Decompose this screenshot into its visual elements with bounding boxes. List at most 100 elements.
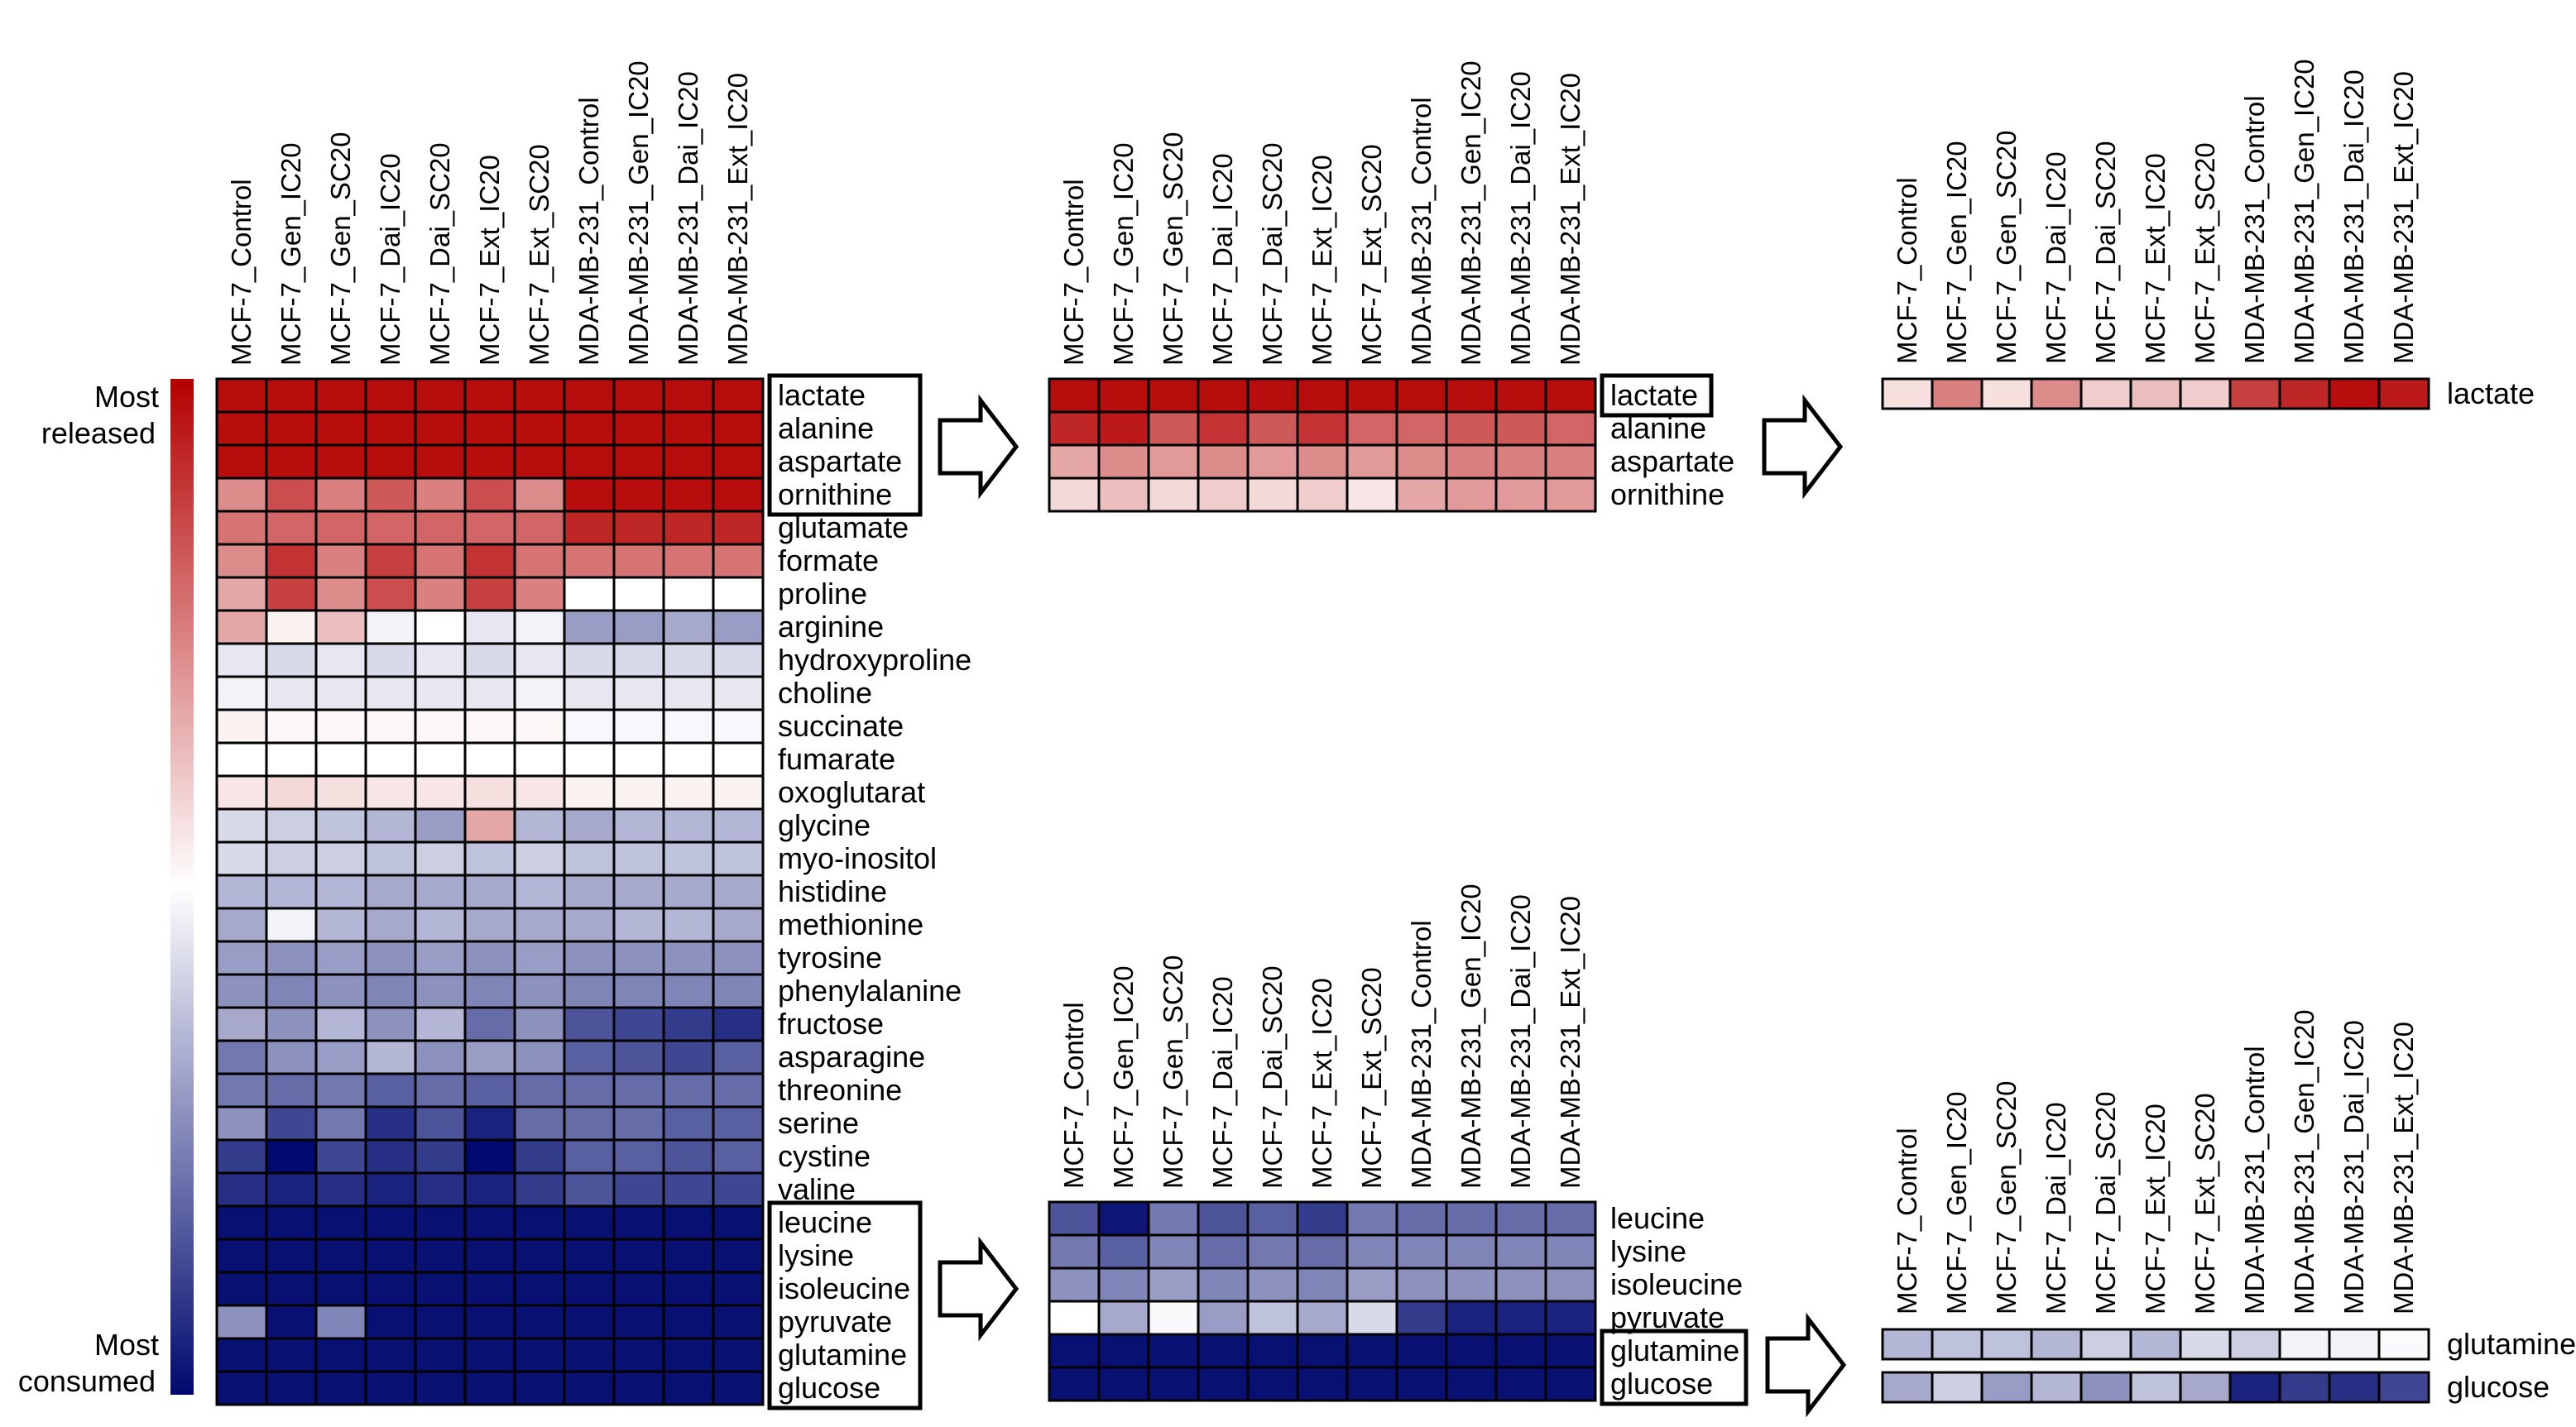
heatmap-cell — [1494, 1366, 1547, 1402]
row-label: aspartate — [1610, 444, 1734, 478]
column-label: MCF-7_Control — [1058, 1002, 1089, 1189]
row-label: arginine — [778, 610, 884, 644]
heatmap-cell — [414, 774, 467, 811]
heatmap-cell — [314, 609, 367, 645]
legend-color-bar — [170, 379, 194, 1395]
heatmap-cell — [414, 476, 467, 513]
row-label: pyruvate — [778, 1305, 892, 1338]
heatmap-cell — [1445, 1233, 1498, 1270]
heatmap-cell — [414, 576, 467, 612]
column-label: MCF-7_Gen_SC20 — [1158, 132, 1188, 366]
heatmap-cell — [1445, 1267, 1498, 1303]
heatmap-cell — [265, 609, 318, 645]
row-label: pyruvate — [1610, 1300, 1725, 1334]
row-label: formate — [778, 544, 879, 577]
heatmap-cell — [1197, 1267, 1250, 1303]
heatmap-cell — [314, 940, 367, 976]
heatmap-cell — [513, 1337, 566, 1373]
heatmap-cell — [215, 874, 268, 910]
heatmap-cell — [563, 543, 616, 579]
heatmap-cell — [265, 443, 318, 480]
heatmap-cell — [1445, 1300, 1498, 1336]
heatmap-cell — [1395, 476, 1448, 513]
row-label: lactate — [2447, 376, 2535, 410]
heatmap-cell — [612, 708, 665, 745]
row-label: glycine — [778, 808, 871, 842]
heatmap-cell — [612, 874, 665, 910]
column-label: MDA-MB-231_Ext_IC20 — [1555, 73, 1585, 366]
heatmap-cell — [662, 940, 715, 976]
column-label: MCF-7_Gen_IC20 — [1941, 141, 1972, 364]
heatmap-cell — [513, 675, 566, 711]
heatmap-cell — [2030, 1328, 2083, 1361]
heatmap-cell — [2179, 1328, 2232, 1361]
heatmap-cell — [463, 1105, 516, 1142]
heatmap-cell — [265, 807, 318, 844]
heatmap-cell — [215, 1238, 268, 1274]
heatmap-cell — [513, 1370, 566, 1406]
heatmap-cell — [1048, 410, 1101, 447]
heatmap-cell — [364, 741, 417, 778]
heatmap-cell — [513, 609, 566, 645]
heatmap-cell — [1346, 476, 1398, 513]
column-label: MCF-7_Dai_SC20 — [425, 142, 455, 366]
heatmap-cell — [463, 1006, 516, 1042]
heatmap-cell — [513, 708, 566, 745]
heatmap-cell — [612, 1006, 665, 1042]
heatmap-cell — [513, 807, 566, 844]
heatmap-cell — [612, 1337, 665, 1373]
heatmap-cell — [612, 741, 665, 778]
heatmap-cell — [1346, 410, 1398, 447]
heatmap-cell — [712, 940, 765, 976]
heatmap-cell — [2080, 1371, 2132, 1404]
heatmap-cell — [414, 443, 467, 480]
heatmap-cell — [513, 1039, 566, 1075]
heatmap-cell — [563, 1006, 616, 1042]
heatmap-cell — [1931, 1371, 1984, 1404]
heatmap-cell — [612, 609, 665, 645]
column-label: MCF-7_Dai_IC20 — [1207, 153, 1238, 366]
heatmap-cell — [1147, 410, 1200, 447]
heatmap-cell — [612, 807, 665, 844]
heatmap-cell — [1346, 1300, 1398, 1336]
heatmap-cell — [712, 1271, 765, 1307]
heatmap-cell — [414, 1304, 467, 1340]
heatmap-cell — [1395, 1300, 1448, 1336]
heatmap-cell — [265, 1171, 318, 1208]
heatmap-cell — [563, 1105, 616, 1142]
heatmap-cell — [314, 1304, 367, 1340]
heatmap-cell — [1881, 1371, 1934, 1404]
heatmap-cell — [463, 1204, 516, 1241]
row-label: myo-inositol — [778, 841, 937, 875]
heatmap-cell — [1197, 1300, 1250, 1336]
highlight-box — [1600, 1329, 1749, 1406]
heatmap-cell — [1494, 1333, 1547, 1369]
column-label: MCF-7_Ext_IC20 — [1307, 155, 1337, 366]
heatmap-cell — [662, 642, 715, 678]
column-label: MCF-7_Gen_IC20 — [276, 142, 306, 366]
heatmap-cell — [1048, 1300, 1101, 1336]
heatmap-cell — [1296, 476, 1349, 513]
heatmap-cell — [463, 807, 516, 844]
heatmap-cell — [662, 1171, 715, 1208]
heatmap-cell — [1346, 1233, 1398, 1270]
heatmap-cell — [265, 840, 318, 877]
row-label: ornithine — [1610, 477, 1725, 511]
heatmap-cell — [265, 1370, 318, 1406]
heatmap-cell — [1494, 443, 1547, 480]
row-label: isoleucine — [1610, 1267, 1743, 1301]
row-label: alanine — [778, 411, 874, 445]
heatmap-cell — [414, 708, 467, 745]
heatmap-cell — [1048, 1200, 1101, 1237]
heatmap-cell — [2030, 377, 2083, 410]
heatmap-cell — [712, 840, 765, 877]
heatmap-cell — [215, 675, 268, 711]
heatmap-cell — [1494, 1200, 1547, 1237]
heatmap-cell — [414, 1006, 467, 1042]
heatmap-cell — [1097, 410, 1150, 447]
heatmap-cell — [563, 774, 616, 811]
heatmap-cell — [513, 1171, 566, 1208]
heatmap-cell — [1346, 1200, 1398, 1237]
heatmap-cell — [364, 907, 417, 943]
heatmap-cell — [662, 1337, 715, 1373]
